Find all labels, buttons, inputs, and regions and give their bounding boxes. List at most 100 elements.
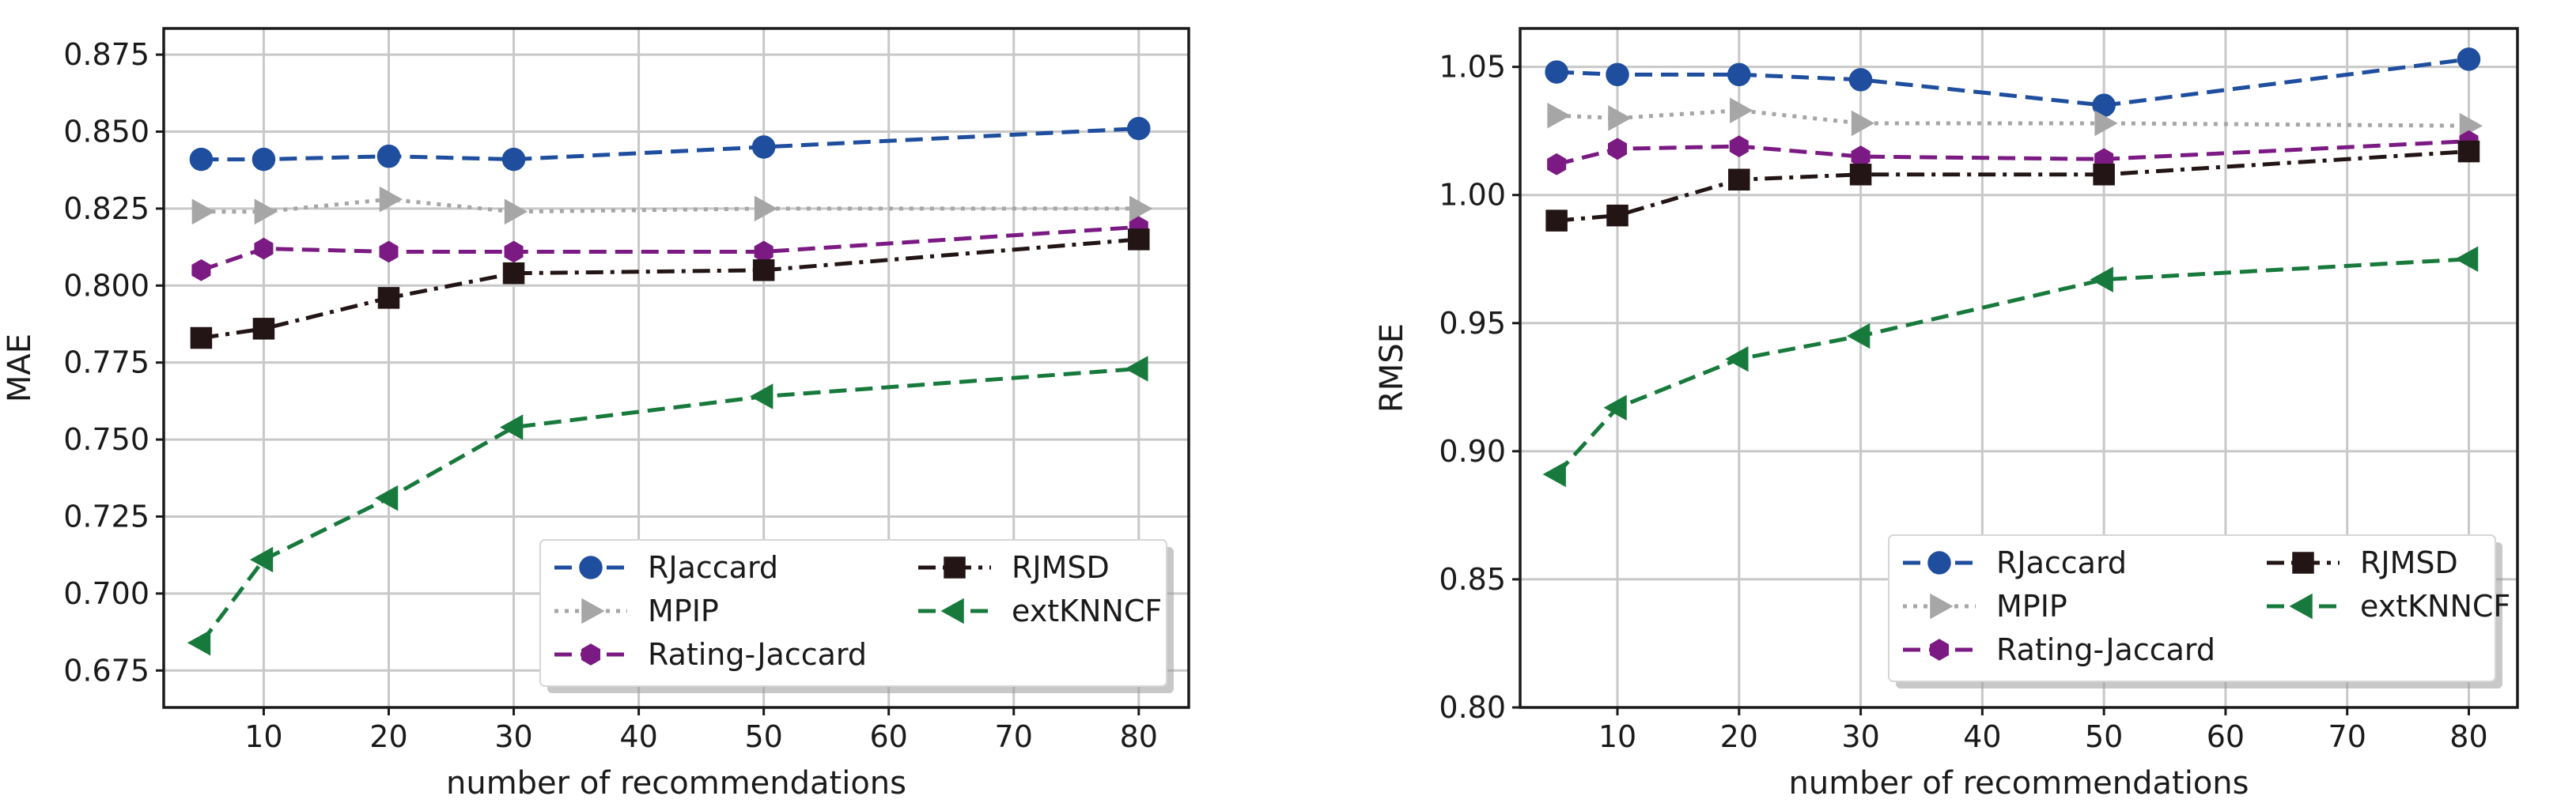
series-mpip [191, 186, 1153, 225]
data-point-rjaccard [189, 147, 214, 172]
y-tick-label: 0.95 [1439, 306, 1506, 341]
data-point-mpip [254, 198, 278, 225]
series-mpip [1547, 97, 2483, 139]
x-tick-label: 40 [1963, 719, 2001, 754]
x-tick-label: 50 [744, 719, 782, 754]
y-axis-label: RMSE [1374, 323, 1410, 413]
series-rjaccard [1545, 47, 2481, 117]
legend-label: extKNNCF [2360, 589, 2510, 624]
y-axis-label: MAE [2, 334, 38, 402]
legend-label: Rating-Jaccard [1996, 632, 2215, 667]
series-rjmsd [1545, 140, 2480, 232]
y-tick-label: 0.875 [63, 37, 149, 72]
series-rjaccard [189, 116, 1151, 172]
data-point-rjmsd [1849, 164, 1872, 186]
legend-item-rjaccard: RJaccard [1903, 545, 2127, 580]
data-point-extknncf [499, 414, 524, 440]
series-line-rjaccard [201, 126, 1139, 162]
data-point-rating-jaccard [1729, 135, 1749, 157]
x-tick-label: 20 [1720, 719, 1758, 754]
series-group [187, 116, 1153, 656]
data-point-extknncf [1725, 345, 1749, 372]
axes: 10 20 30 40 50 60 70 80 0.675 0.700 0.725 0.750 0.77… [63, 37, 1158, 754]
series-line-extknncf [199, 366, 1139, 644]
legend-label: RJMSD [2360, 545, 2458, 580]
x-tick-label: 70 [995, 719, 1033, 754]
series-line-mpip [201, 197, 1139, 214]
data-point-rjaccard [252, 147, 276, 172]
legend-item-mpip: MPIP [1903, 589, 2067, 624]
y-tick-label: 0.825 [63, 191, 149, 226]
data-point-rjaccard [376, 144, 401, 168]
data-point-rjaccard [1848, 68, 1873, 92]
data-point-extknncf [249, 546, 274, 573]
data-point-rating-jaccard [379, 240, 399, 263]
legend-marker [581, 643, 601, 666]
series-extknncf [187, 356, 1148, 656]
data-point-mpip [1547, 102, 1571, 129]
plot-frame [162, 27, 1190, 709]
x-tick-label: 40 [619, 719, 657, 754]
y-tick-label: 0.675 [63, 653, 149, 688]
x-tick-label: 50 [2085, 719, 2123, 754]
y-tick-label: 1.00 [1439, 178, 1506, 213]
x-tick-label: 30 [1841, 719, 1879, 754]
series-line-extknncf [1555, 257, 2469, 476]
legend-label: RJMSD [1012, 550, 1110, 585]
legend-item-rjaccard: RJaccard [554, 550, 778, 585]
data-point-mpip [2094, 110, 2118, 137]
data-point-rjaccard [751, 135, 776, 159]
x-tick-label: 30 [494, 719, 532, 754]
data-point-mpip [1608, 105, 1632, 131]
data-point-rjaccard [1127, 116, 1151, 141]
y-tick-label: 0.850 [63, 115, 149, 149]
data-point-rjmsd [1606, 204, 1628, 227]
data-point-mpip [504, 198, 528, 225]
data-point-rjmsd [2093, 164, 2115, 186]
data-point-rjaccard [1727, 62, 1751, 87]
legend-item-rating-jaccard: Rating-Jaccard [1903, 632, 2215, 667]
series-extknncf [1542, 246, 2479, 488]
legend-label: RJaccard [648, 550, 778, 585]
legend-label: MPIP [1996, 589, 2067, 624]
y-tick-label: 0.700 [63, 576, 149, 611]
data-point-extknncf [187, 629, 211, 656]
data-point-rjaccard [1606, 62, 1629, 87]
legend-marker [944, 556, 966, 579]
legend-marker [2289, 593, 2313, 620]
data-point-rating-jaccard [754, 240, 774, 263]
legend-marker [1930, 593, 1954, 620]
plot-frame [1519, 27, 2519, 709]
x-tick-label: 10 [1598, 719, 1636, 754]
data-point-extknncf [2090, 266, 2113, 292]
data-point-rjmsd [1128, 228, 1150, 251]
data-point-rjmsd [1728, 168, 1750, 190]
legend-box [539, 539, 1167, 687]
legend-label: MPIP [648, 594, 719, 628]
data-point-mpip [1730, 97, 1753, 124]
x-tick-label: 20 [369, 719, 407, 754]
legend-label: extKNNCF [1012, 594, 1162, 628]
y-tick-label: 0.725 [63, 499, 149, 534]
series-line-rating-jaccard [1556, 139, 2469, 167]
x-tick-label: 70 [2328, 719, 2366, 754]
series-line-mpip [1557, 108, 2469, 128]
legend-marker [1927, 551, 1951, 575]
data-point-rjmsd [377, 287, 400, 309]
data-point-mpip [1129, 195, 1153, 222]
legend-marker [2292, 552, 2314, 574]
series-line-rjaccard [1557, 57, 2469, 108]
y-tick-label: 0.85 [1439, 562, 1506, 597]
y-tick-label: 0.90 [1439, 434, 1506, 469]
data-point-rating-jaccard [504, 240, 524, 263]
x-axis-label: number of recommendations [446, 765, 906, 802]
x-tick-label: 60 [870, 719, 908, 754]
series-group [1542, 47, 2483, 488]
data-point-extknncf [374, 485, 399, 511]
legend-marker [581, 598, 605, 624]
y-tick-label: 0.800 [63, 268, 149, 303]
y-tick-label: 0.80 [1439, 690, 1506, 725]
data-point-rjmsd [502, 262, 525, 285]
data-point-rjmsd [190, 326, 213, 349]
data-point-extknncf [1603, 394, 1627, 421]
